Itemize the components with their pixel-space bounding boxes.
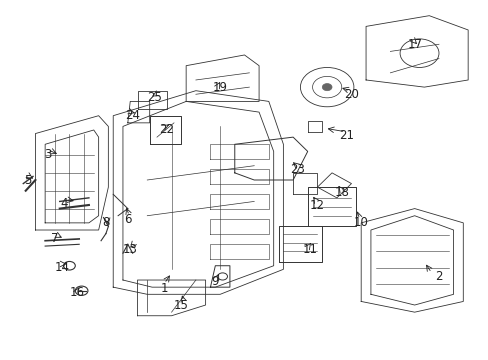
Circle shape: [322, 84, 331, 91]
Text: 23: 23: [290, 163, 305, 176]
Text: 15: 15: [174, 298, 188, 311]
Text: 11: 11: [302, 243, 317, 256]
Text: 24: 24: [125, 109, 140, 122]
Text: 16: 16: [69, 286, 84, 299]
Text: 10: 10: [353, 216, 368, 229]
Text: 7: 7: [51, 233, 59, 246]
Text: 21: 21: [338, 129, 353, 142]
Text: 20: 20: [344, 88, 358, 101]
Text: 14: 14: [55, 261, 69, 274]
Text: 13: 13: [122, 243, 138, 256]
Text: 3: 3: [44, 148, 51, 162]
Text: 5: 5: [24, 174, 32, 186]
Text: 25: 25: [147, 91, 162, 104]
Text: 1: 1: [160, 283, 168, 296]
Text: 8: 8: [102, 216, 109, 229]
Text: 2: 2: [434, 270, 442, 283]
Text: 19: 19: [212, 81, 227, 94]
Text: 22: 22: [159, 123, 174, 136]
Text: 12: 12: [309, 198, 324, 212]
Text: 18: 18: [334, 186, 348, 199]
Text: 17: 17: [407, 38, 421, 51]
Text: 6: 6: [124, 213, 131, 226]
Text: 9: 9: [211, 275, 219, 288]
Text: 4: 4: [61, 197, 68, 210]
